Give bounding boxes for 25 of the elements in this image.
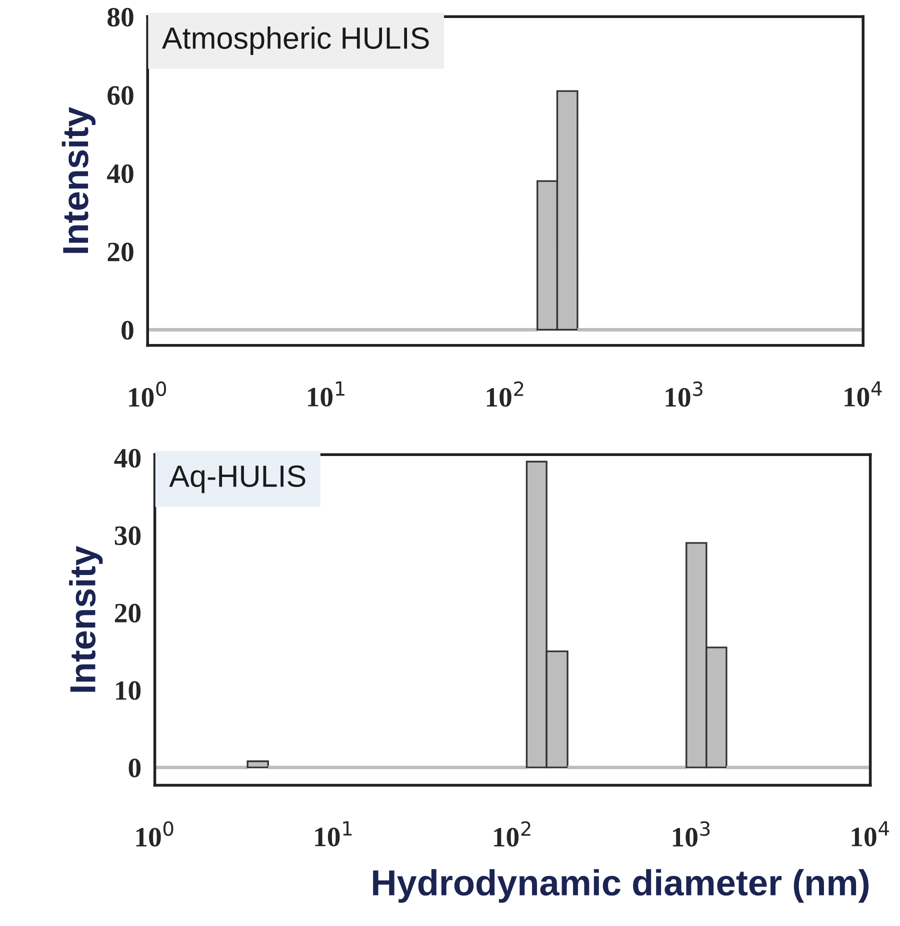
y-tick-label: 60 [108, 86, 134, 105]
x-tick-label: 10$^{2}$ [494, 821, 530, 847]
annotation: Aq-HULIS [169, 465, 306, 494]
x-tick-label: 10$^{1}$ [315, 821, 352, 846]
y-tick-label: 0 [128, 758, 141, 778]
x-tick-label: 10$^{0}$ [129, 381, 166, 407]
x-tick-label: 10$^{2}$ [486, 381, 524, 407]
x-axis-title: Hydrodynamic diameter (nm) [373, 869, 869, 903]
y-tick-label: 40 [114, 448, 141, 468]
y-tick-label: 10 [116, 681, 141, 700]
y-tick-label: 20 [108, 242, 134, 262]
y-axis-title: Intensity [69, 546, 103, 692]
x-tick-label: 10$^{3}$ [672, 821, 710, 847]
y-tick-label: 80 [108, 8, 134, 27]
y-tick-label: 40 [107, 164, 134, 184]
annotation: Atmospheric HULIS [162, 26, 429, 56]
y-tick-label: 20 [114, 604, 141, 623]
x-tick-label: 10$^{1}$ [308, 381, 344, 407]
x-tick-label: 10$^{3}$ [666, 381, 702, 407]
x-tick-label: 10$^{4}$ [844, 381, 882, 407]
x-tick-label: 10$^{0}$ [136, 821, 174, 847]
y-axis-title: Intensity [62, 106, 96, 253]
x-tick-label: 10$^{4}$ [852, 821, 889, 846]
y-tick-label: 30 [114, 526, 141, 546]
y-tick-label: 0 [122, 320, 134, 340]
